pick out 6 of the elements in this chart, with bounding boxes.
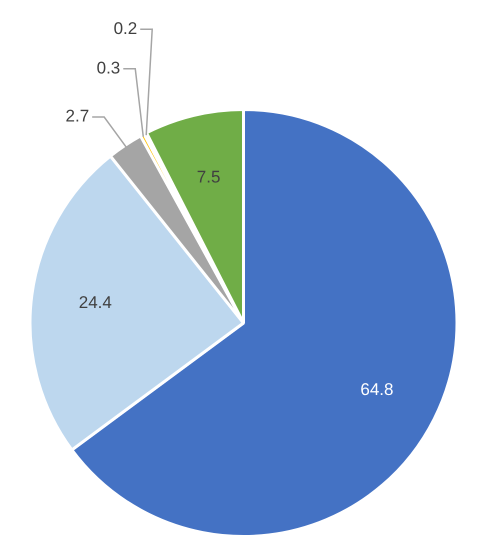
data-label: 2.7 <box>66 106 90 126</box>
data-label: 64.8 <box>360 380 394 399</box>
data-label: 24.4 <box>78 293 112 312</box>
data-label: 0.3 <box>96 58 120 78</box>
data-label: 7.5 <box>196 167 220 186</box>
data-label: 0.2 <box>114 18 138 38</box>
